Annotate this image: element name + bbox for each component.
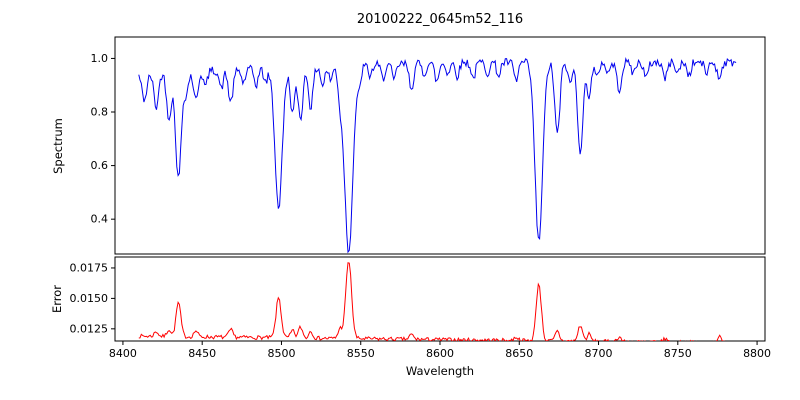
y-tick-label: 0.0150 xyxy=(70,292,109,305)
y-tick-label: 0.6 xyxy=(91,159,109,172)
y-tick-label: 0.4 xyxy=(91,213,109,226)
x-tick-label: 8650 xyxy=(505,347,533,360)
y-tick-label: 1.0 xyxy=(91,52,109,65)
error-line xyxy=(138,262,726,341)
x-tick-label: 8500 xyxy=(267,347,295,360)
x-tick-label: 8800 xyxy=(743,347,771,360)
x-tick-label: 8450 xyxy=(188,347,216,360)
x-tick-label: 8600 xyxy=(426,347,454,360)
x-axis-ticks: 8400 8450 8500 8550 8600 8650 8700 8750 8800 xyxy=(109,341,771,360)
x-tick-label: 8550 xyxy=(347,347,375,360)
y-tick-label: 0.0175 xyxy=(70,261,109,274)
spectrum-line xyxy=(138,56,737,254)
spectrum-y-ticks: 1.0 0.8 0.6 0.4 xyxy=(91,52,115,226)
y-tick-label: 0.0125 xyxy=(70,322,109,335)
y-tick-label: 0.8 xyxy=(91,106,109,119)
spectrum-axes-box xyxy=(114,36,766,255)
x-tick-label: 8700 xyxy=(585,347,613,360)
x-tick-label: 8400 xyxy=(109,347,137,360)
error-y-ticks: 0.0175 0.0150 0.0125 xyxy=(70,261,115,335)
error-axes-box xyxy=(114,256,766,342)
x-axis-label: Wavelength xyxy=(405,364,475,378)
x-tick-label: 8750 xyxy=(664,347,692,360)
chart-title: 20100222_0645m52_116 xyxy=(356,12,524,27)
